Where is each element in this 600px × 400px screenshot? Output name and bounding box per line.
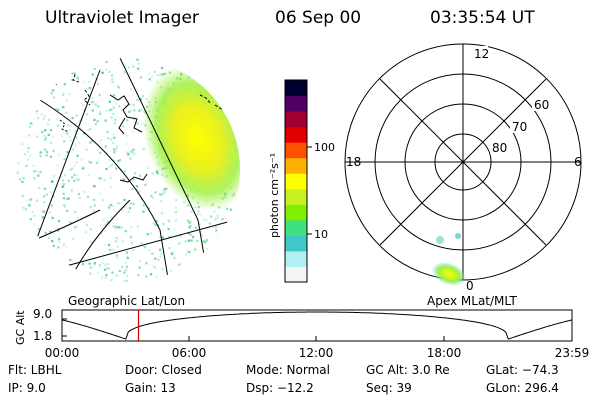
mlt-label-6: 6 — [574, 155, 582, 169]
info-mode: Mode: Normal — [246, 363, 330, 377]
info-ip: IP: 9.0 — [8, 381, 46, 395]
colorbar-cell — [285, 235, 307, 252]
colorbar-frame — [284, 79, 308, 283]
orbit-xtick-0000: 00:00 — [45, 346, 80, 360]
mlt-label-0: 0 — [466, 279, 474, 293]
orbit-altitude-curve — [61, 311, 573, 340]
geo-projection-label: Geographic Lat/Lon — [68, 294, 185, 308]
orbit-xtick-2359: 23:59 — [555, 346, 590, 360]
colorbar-cell — [285, 266, 307, 283]
colorbar-label-10: 10 — [314, 228, 328, 241]
colorbar-cell — [285, 250, 307, 267]
geographic-image — [16, 58, 240, 282]
polar-plot — [344, 43, 582, 281]
instrument-title: Ultraviolet Imager — [45, 8, 199, 28]
date-label: 06 Sep 00 — [275, 8, 362, 28]
colorbar-cell — [285, 219, 307, 236]
orbit-plot: GC Alt 9.0 1.8 00:00 06:00 12:00 18:00 2… — [14, 307, 589, 360]
info-glon: GLon: 296.4 — [486, 381, 559, 395]
info-dsp: Dsp: −12.2 — [246, 381, 314, 395]
lat-label-60: 60 — [534, 98, 549, 112]
info-glat: GLat: −74.3 — [486, 363, 559, 377]
mlt-label-18: 18 — [346, 155, 361, 169]
lat-label-70: 70 — [512, 120, 527, 134]
colorbar-label-100: 100 — [314, 141, 335, 154]
colorbar-cell — [285, 126, 307, 143]
info-door: Door: Closed — [125, 363, 202, 377]
colorbar-cell — [285, 157, 307, 174]
time-label: 03:35:54 UT — [430, 8, 535, 28]
colorbar-unit-label: photon cm⁻²s⁻¹ — [268, 153, 281, 238]
orbit-ytick-9: 9.0 — [33, 307, 52, 321]
mlt-label-12: 12 — [474, 47, 489, 61]
polar-meridian-diag2 — [379, 78, 547, 246]
colorbar-cell — [285, 111, 307, 128]
lat-label-80: 80 — [492, 141, 507, 155]
info-flt: Flt: LBHL — [8, 363, 62, 377]
orbit-ytick-1_8: 1.8 — [33, 329, 52, 343]
apex-projection-label: Apex MLat/MLT — [427, 294, 517, 308]
colorbar-cell — [285, 95, 307, 112]
polar-aurora — [431, 233, 467, 287]
info-gain: Gain: 13 — [125, 381, 176, 395]
colorbar-cell — [285, 142, 307, 159]
colorbar-cell — [285, 80, 307, 97]
colorbar-cell — [285, 204, 307, 221]
orbit-xtick-1800: 18:00 — [427, 346, 462, 360]
orbit-xtick-0600: 06:00 — [172, 346, 207, 360]
orbit-y-axis-label: GC Alt — [14, 310, 27, 345]
orbit-frame — [61, 309, 573, 342]
colorbar: 100 10 photon cm⁻²s⁻¹ — [268, 79, 335, 283]
colorbar-cell — [285, 188, 307, 205]
info-seq: Seq: 39 — [366, 381, 412, 395]
colorbar-cell — [285, 173, 307, 190]
info-gcalt: GC Alt: 3.0 Re — [366, 363, 450, 377]
orbit-xtick-1200: 12:00 — [299, 346, 334, 360]
